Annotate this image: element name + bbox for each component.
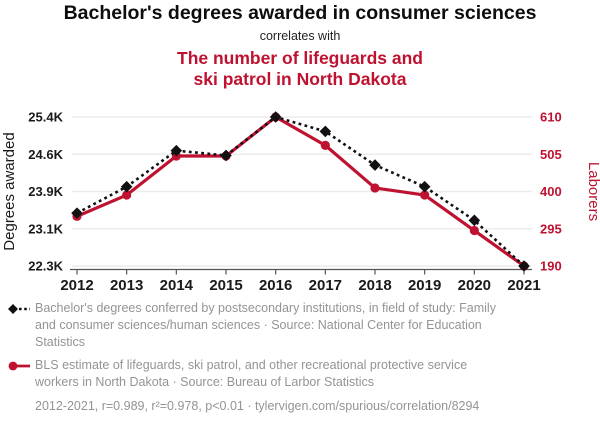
left-tick-label: 24.6K (28, 147, 63, 162)
degrees-data-point (120, 180, 133, 193)
x-tick-label: 2012 (60, 277, 93, 294)
laborers-data-point (420, 190, 430, 200)
laborers-series-line (76, 115, 525, 268)
correlates-with-text: correlates with (259, 29, 341, 43)
red-line-circle-icon (8, 361, 30, 371)
x-tick-label: 2016 (259, 277, 292, 294)
black-dotted-diamond-icon (8, 304, 30, 314)
legend-item-degrees: Bachelor's degrees conferred by postseco… (8, 300, 594, 351)
degrees-data-point (170, 144, 183, 157)
x-tick-label: 2020 (458, 277, 491, 294)
x-tick-label: 2019 (408, 277, 441, 294)
degrees-data-point (518, 260, 530, 272)
x-tick-label: 2018 (358, 277, 391, 294)
right-tick-label: 295 (540, 221, 562, 236)
x-tick-label: 2017 (309, 277, 342, 294)
left-tick-label: 25.4K (28, 110, 63, 125)
secondary-title-line2: ski patrol in North Dakota (193, 69, 407, 89)
chart-legend: Bachelor's degrees conferred by postseco… (8, 300, 594, 415)
laborers-data-point (271, 112, 281, 122)
legend-item-laborers: BLS estimate of lifeguards, ski patrol, … (8, 357, 594, 391)
laborers-data-point (221, 151, 231, 161)
laborers-data-point (122, 190, 132, 200)
left-tick-label: 23.9K (28, 184, 63, 199)
right-tick-label: 610 (540, 110, 562, 125)
right-tick-label: 400 (540, 184, 562, 199)
degrees-data-point (220, 149, 232, 162)
page-title: Bachelor's degrees awarded in consumer s… (63, 2, 537, 24)
laborers-data-point (370, 183, 380, 193)
legend-item-label: Bachelor's degrees conferred by postseco… (35, 301, 496, 349)
degrees-series-line (76, 115, 525, 267)
legend-item-label: BLS estimate of lifeguards, ski patrol, … (35, 358, 468, 389)
secondary-title: The number of lifeguards and ski patrol … (0, 48, 600, 90)
right-axis-title: Laborers (585, 162, 600, 221)
x-tick-label: 2021 (507, 277, 540, 294)
secondary-title-line1: The number of lifeguards and (177, 48, 423, 68)
laborers-data-point (72, 211, 82, 221)
x-tick-label: 2014 (160, 277, 194, 294)
degrees-data-point (269, 111, 282, 123)
stats-footer: 2012-2021, r=0.989, r²=0.978, p<0.01 · t… (35, 399, 480, 413)
degrees-data-point (468, 214, 481, 227)
degrees-data-point (319, 125, 332, 138)
laborers-data-point (320, 140, 330, 150)
degrees-data-point (71, 207, 83, 219)
laborers-data-point (519, 261, 529, 271)
x-tick-label: 2015 (209, 277, 242, 294)
x-tick-label: 2013 (110, 277, 143, 294)
laborers-data-point (469, 225, 479, 236)
laborers-data-point (171, 151, 181, 161)
left-tick-label: 23.1K (28, 221, 63, 236)
left-axis-title: Degrees awarded (1, 132, 18, 250)
degrees-data-point (369, 159, 381, 171)
left-tick-label: 22.3K (28, 259, 63, 274)
right-tick-label: 505 (540, 147, 562, 162)
degrees-data-point (418, 180, 431, 193)
right-tick-label: 190 (540, 259, 562, 274)
